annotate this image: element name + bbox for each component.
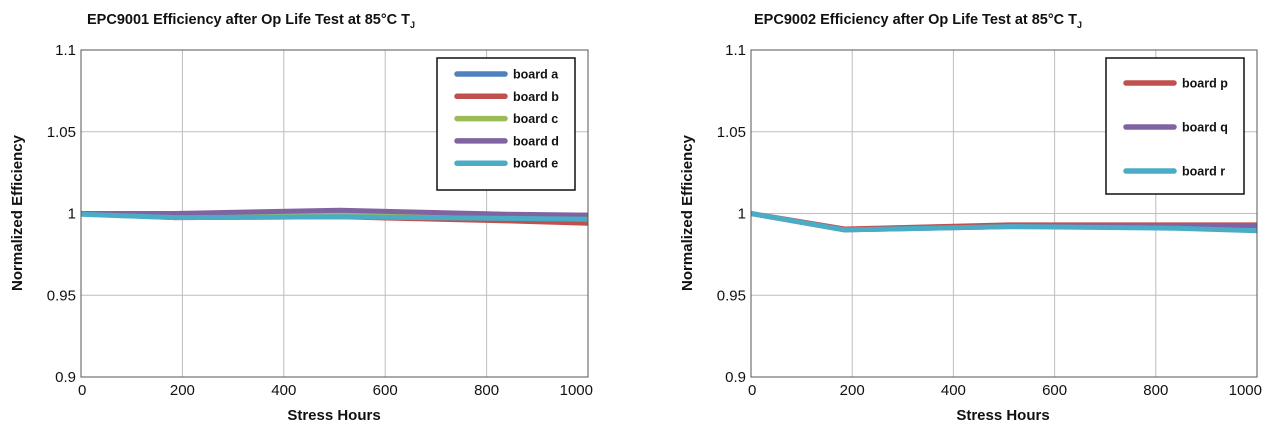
series-line-board-r <box>750 211 1258 234</box>
x-tick-label: 400 <box>941 382 966 399</box>
chart-title: EPC9001 Efficiency after Op Life Test at… <box>87 12 415 30</box>
y-tick-label: 1 <box>68 206 76 223</box>
legend-entries: board a board b board c board d board e <box>454 68 559 171</box>
y-axis-label: Normalized Efficiency <box>9 134 26 291</box>
y-tick-label: 1.1 <box>55 42 76 59</box>
legend-label-board-b: board b <box>513 90 559 104</box>
legend-entries: board p board q board r <box>1123 77 1228 179</box>
series-lines <box>750 211 1258 234</box>
legend-box <box>436 57 576 191</box>
x-tick-label: 800 <box>474 382 499 399</box>
chart-epc9002: EPC9002 Efficiency after Op Life Test at… <box>679 12 1262 424</box>
legend-label-board-a: board a <box>513 68 559 82</box>
y-tick-label: 1 <box>738 206 746 223</box>
y-tick-labels: 0.9 0.95 1 1.05 1.1 <box>717 42 746 386</box>
x-tick-label: 400 <box>271 382 296 399</box>
x-tick-label: 0 <box>78 382 86 399</box>
y-tick-label: 0.95 <box>47 287 76 304</box>
chart-epc9001: EPC9001 Efficiency after Op Life Test at… <box>9 12 593 424</box>
y-tick-label: 1.1 <box>725 42 746 59</box>
plot-frame <box>750 49 1258 378</box>
x-tick-labels: 0 200 400 600 800 1000 <box>748 382 1262 399</box>
x-tick-labels: 0 200 400 600 800 1000 <box>78 382 593 399</box>
y-tick-label: 0.9 <box>725 369 746 386</box>
legend-label-board-c: board c <box>513 112 558 126</box>
series-line-board-e <box>80 211 589 222</box>
x-tick-label: 200 <box>170 382 195 399</box>
legend: board a board b board c board d board e <box>436 57 576 191</box>
plot-frame <box>80 49 589 378</box>
y-tick-label: 1.05 <box>717 124 746 141</box>
legend-label-board-q: board q <box>1182 121 1228 135</box>
legend-label-board-e: board e <box>513 157 558 171</box>
series-line-board-d <box>81 207 589 218</box>
legend: board p board q board r <box>1105 57 1245 195</box>
chart-title: EPC9002 Efficiency after Op Life Test at… <box>754 12 1082 30</box>
x-axis-label: Stress Hours <box>956 407 1049 424</box>
x-tick-label: 600 <box>373 382 398 399</box>
x-tick-label: 1000 <box>560 382 593 399</box>
y-tick-label: 1.05 <box>47 124 76 141</box>
y-tick-label: 0.9 <box>55 369 76 386</box>
y-tick-labels: 0.9 0.95 1 1.05 1.1 <box>47 42 76 386</box>
x-tick-label: 1000 <box>1229 382 1262 399</box>
x-tick-label: 800 <box>1143 382 1168 399</box>
legend-label-board-p: board p <box>1182 77 1228 91</box>
x-tick-label: 0 <box>748 382 756 399</box>
y-axis-label: Normalized Efficiency <box>679 134 696 291</box>
legend-label-board-d: board d <box>513 134 559 148</box>
y-tick-label: 0.95 <box>717 287 746 304</box>
x-tick-label: 600 <box>1042 382 1067 399</box>
x-axis-label: Stress Hours <box>287 407 380 424</box>
series-lines <box>80 207 589 226</box>
legend-label-board-r: board r <box>1182 165 1225 179</box>
x-tick-label: 200 <box>840 382 865 399</box>
